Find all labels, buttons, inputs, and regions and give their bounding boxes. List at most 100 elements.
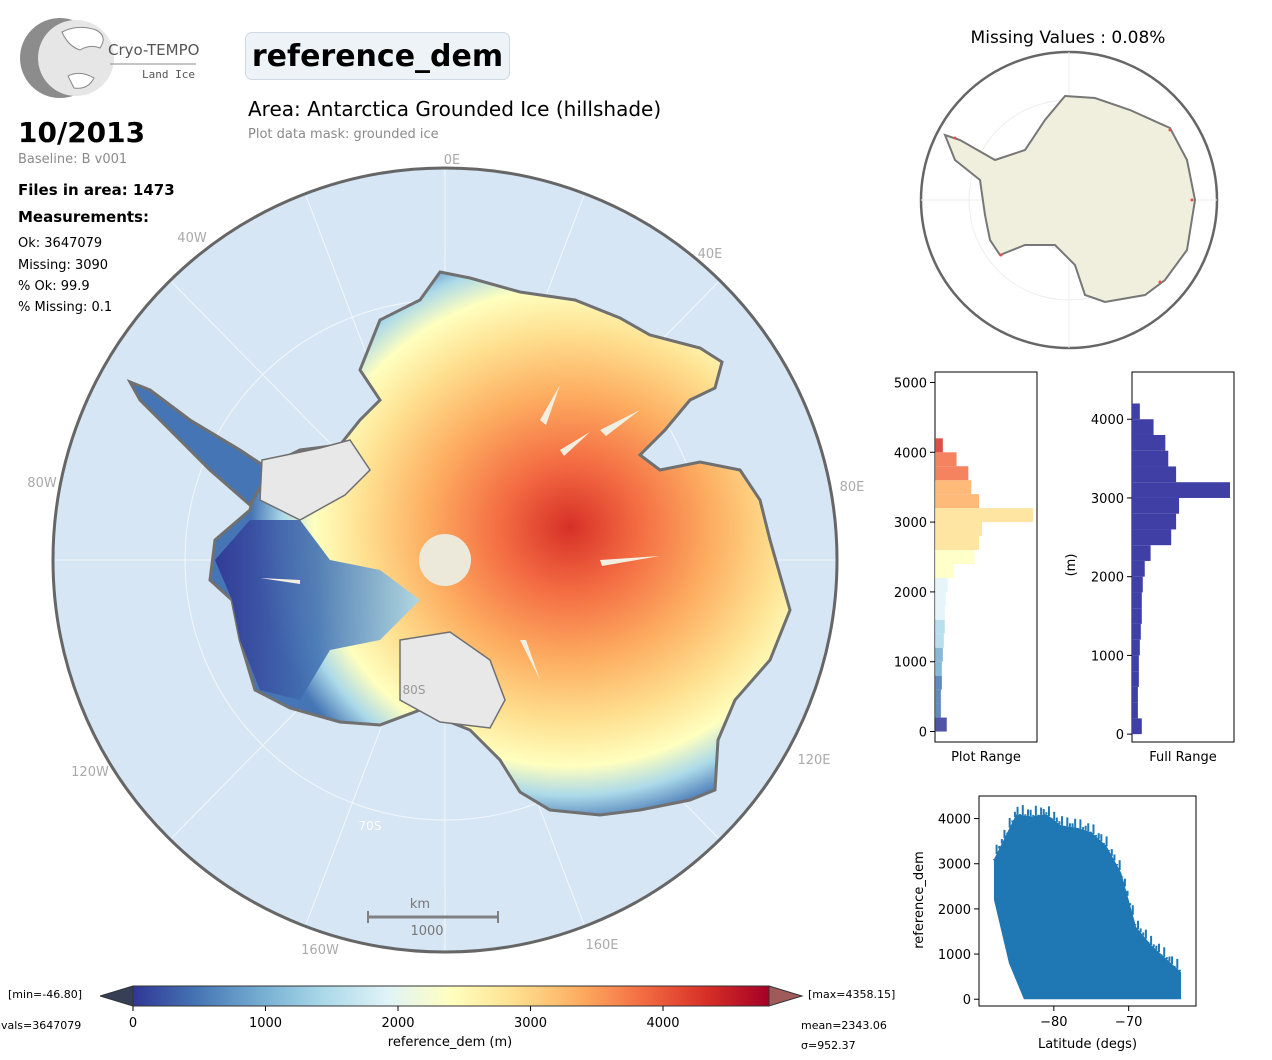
scatter-point bbox=[1121, 876, 1124, 878]
hist-bar bbox=[1132, 434, 1166, 451]
scatter-point bbox=[1178, 969, 1181, 972]
hist-bar bbox=[935, 633, 944, 648]
scatter-point bbox=[1129, 903, 1132, 906]
scatter-point bbox=[1150, 935, 1153, 946]
hist-bar bbox=[935, 536, 980, 551]
hist-bar bbox=[935, 508, 1033, 523]
measurements-heading: Measurements: bbox=[18, 208, 149, 226]
hist-bar bbox=[935, 480, 972, 495]
lon-label-160w: 160W bbox=[301, 943, 339, 958]
scatter-point bbox=[1024, 814, 1027, 816]
scatter-point bbox=[1045, 812, 1048, 815]
colorbar-label: reference_dem (m) bbox=[387, 1035, 513, 1050]
baseline-label: Baseline: B v001 bbox=[18, 152, 128, 167]
scatter-point bbox=[1071, 823, 1074, 828]
scatter-point bbox=[1079, 819, 1082, 829]
hist-bar bbox=[935, 591, 946, 606]
scatter-point bbox=[1139, 928, 1142, 933]
scatter-point bbox=[1176, 958, 1179, 969]
scatter-point bbox=[1137, 920, 1140, 930]
colorbar: 0 1000 2000 3000 4000 bbox=[100, 985, 804, 1031]
logo-name: Cryo-TEMPO bbox=[108, 41, 200, 59]
colorbar-min-label: [min=-46.80] bbox=[8, 988, 83, 1001]
lon-label-80e: 80E bbox=[840, 480, 865, 495]
logo-mark-icon bbox=[20, 18, 196, 98]
scatter-point bbox=[1082, 827, 1085, 830]
scatter-point bbox=[1108, 850, 1111, 852]
scatter-ytick-label: 3000 bbox=[938, 858, 971, 873]
lon-label-40w: 40W bbox=[177, 231, 207, 246]
hist-bar bbox=[935, 563, 954, 578]
hist-bar bbox=[1132, 529, 1172, 546]
hist-bar bbox=[1132, 671, 1139, 687]
hist-bar bbox=[935, 494, 980, 509]
scatter-point bbox=[995, 844, 998, 854]
scatter-point bbox=[1050, 817, 1053, 819]
scatter-point bbox=[1011, 820, 1014, 823]
parameter-title: reference_dem bbox=[245, 32, 510, 80]
track-gaps bbox=[260, 385, 660, 680]
hist-ytick-label: 1000 bbox=[894, 656, 927, 671]
hist-ytick-label: 1000 bbox=[1091, 649, 1124, 664]
scatter-point bbox=[1053, 811, 1056, 820]
scatter-plot: 0 1000 2000 3000 4000 −80 −70 Latitude (degs) re… bbox=[912, 795, 1197, 1052]
hist-ytick-label: 0 bbox=[1116, 728, 1124, 743]
hist-bar bbox=[935, 438, 943, 453]
logo-subtitle: Land Ice bbox=[142, 68, 195, 81]
hist-bar bbox=[1132, 686, 1138, 703]
scatter-point bbox=[1123, 878, 1126, 887]
hist-bar bbox=[935, 703, 941, 718]
scale-value: 1000 bbox=[410, 924, 443, 939]
colorbar-tick-label: 0 bbox=[129, 1016, 137, 1031]
scatter-point bbox=[1058, 821, 1061, 824]
scatter-point bbox=[1126, 890, 1129, 896]
colorbar-tick-label: 3000 bbox=[514, 1016, 547, 1031]
scatter-point bbox=[1110, 849, 1113, 856]
hist-bar bbox=[1132, 718, 1142, 735]
scatter-point bbox=[1074, 818, 1077, 828]
scatter-ytick-label: 2000 bbox=[938, 903, 971, 918]
hist-bar bbox=[1132, 576, 1143, 593]
scatter-frame bbox=[978, 795, 1197, 1007]
scatter-point bbox=[1008, 817, 1011, 828]
histogram-plot-range: 0 1000 2000 3000 4000 5000 Plot Range bbox=[894, 371, 1038, 765]
scatter-xtick-label: −70 bbox=[1115, 1015, 1142, 1030]
hist-bar bbox=[935, 550, 975, 564]
hist-bar bbox=[935, 452, 957, 467]
scatter-point bbox=[1019, 814, 1022, 816]
scatter-point bbox=[1076, 828, 1079, 830]
scatter-point bbox=[1165, 957, 1168, 960]
scatter-point bbox=[1003, 829, 1006, 839]
hist-bar bbox=[1132, 545, 1151, 561]
scatter-point bbox=[1157, 943, 1160, 953]
scatter-xlabel: Latitude (degs) bbox=[1038, 1037, 1137, 1052]
files-label: Files in area: 1473 bbox=[18, 181, 175, 199]
lat-label-70s: 70S bbox=[359, 819, 382, 833]
lon-label-80w: 80W bbox=[27, 476, 57, 491]
hist-bar bbox=[1132, 466, 1177, 483]
scatter-point bbox=[1095, 834, 1098, 837]
hist-bar bbox=[1132, 497, 1180, 514]
scatter-point bbox=[1100, 834, 1103, 842]
pct-ok: % Ok: 99.9 bbox=[18, 279, 90, 294]
scatter-point bbox=[1087, 823, 1090, 832]
scatter-point bbox=[1168, 956, 1171, 962]
date-label: 10/2013 bbox=[18, 116, 146, 149]
scale-bar: km 1000 bbox=[367, 897, 499, 939]
inset-title: Missing Values : 0.08% bbox=[970, 28, 1166, 48]
scale-unit: km bbox=[410, 897, 430, 912]
lon-label-120e: 120E bbox=[797, 753, 830, 768]
colorbar-tick-label: 4000 bbox=[646, 1016, 679, 1031]
ross-ice-shelf bbox=[399, 631, 506, 729]
hist-bar bbox=[1132, 403, 1140, 420]
lon-label-0e: 0E bbox=[444, 153, 461, 168]
scatter-point bbox=[1042, 809, 1045, 815]
pole-hole bbox=[419, 534, 471, 586]
hist-ytick-label: 4000 bbox=[1091, 413, 1124, 428]
scatter-point bbox=[1084, 825, 1087, 831]
inset-missing-points bbox=[953, 128, 1194, 284]
hist-bar bbox=[935, 522, 983, 537]
colorbar-mean-label: mean=2343.06 bbox=[801, 1019, 887, 1032]
hist-bar bbox=[1132, 513, 1177, 530]
hist-bar bbox=[1132, 639, 1140, 656]
